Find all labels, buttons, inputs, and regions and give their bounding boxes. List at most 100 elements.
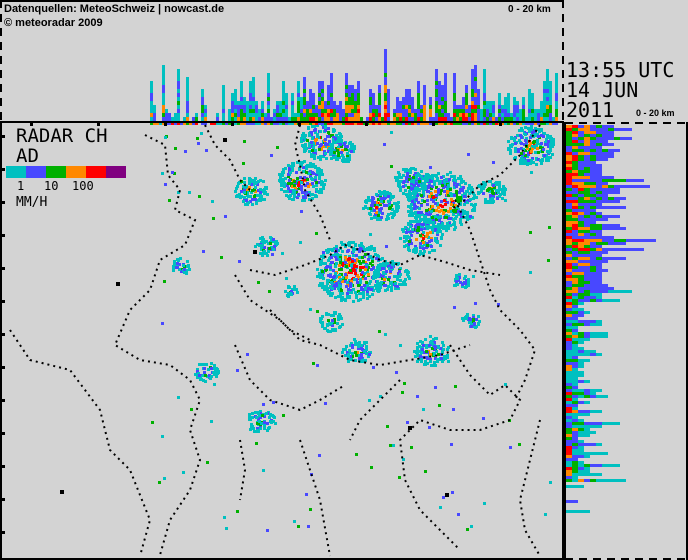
echo-pixel	[418, 215, 421, 218]
echo-pixel	[469, 198, 472, 201]
echo-pixel	[382, 192, 385, 195]
echo-pixel	[291, 117, 294, 121]
echo-pixel	[267, 101, 270, 105]
echo-pixel	[256, 243, 259, 246]
echo-pixel	[292, 182, 295, 185]
echo-pixel	[596, 425, 602, 428]
echo-pixel	[477, 113, 480, 117]
border-line	[234, 344, 346, 412]
border-line	[398, 344, 522, 551]
echo-pixel	[584, 203, 590, 206]
echo-pixel	[496, 197, 499, 200]
echo-pixel	[384, 101, 387, 105]
echo-pixel	[430, 192, 433, 195]
echo-pixel	[578, 248, 584, 251]
echo-pixel	[439, 204, 442, 207]
echo-pixel	[578, 287, 584, 290]
echo-pixel	[535, 158, 538, 161]
echo-pixel	[357, 290, 360, 293]
echo-pixel	[566, 173, 572, 176]
echo-pixel	[492, 195, 495, 198]
echo-pixel	[469, 215, 472, 218]
echo-pixel	[566, 422, 572, 425]
echo-pixel	[486, 105, 489, 109]
echo-pixel	[362, 207, 365, 210]
echo-pixel	[204, 117, 207, 121]
echo-pixel	[436, 231, 439, 234]
echo-pixel	[431, 231, 434, 234]
echo-pixel	[357, 117, 360, 121]
echo-pixel	[408, 89, 411, 93]
echo-pixel	[369, 262, 372, 265]
echo-pixel	[528, 89, 531, 93]
echo-pixel	[343, 298, 346, 301]
echo-pixel	[614, 239, 620, 242]
echo-pixel	[566, 125, 572, 128]
echo-pixel	[387, 113, 390, 117]
tick-mark	[97, 122, 100, 126]
echo-pixel	[572, 341, 578, 344]
echo-pixel	[566, 386, 572, 389]
echo-pixel	[525, 141, 528, 144]
echo-pixel	[301, 199, 304, 202]
echo-pixel	[359, 266, 362, 269]
echo-pixel	[602, 248, 608, 251]
echo-pixel	[530, 171, 533, 174]
echo-pixel	[354, 359, 357, 362]
echo-pixel	[578, 158, 584, 161]
echo-pixel	[285, 101, 288, 105]
echo-pixel	[444, 101, 447, 105]
echo-pixel	[288, 167, 291, 170]
echo-pixel	[602, 128, 608, 131]
echo-pixel	[614, 227, 620, 230]
echo-pixel	[301, 191, 304, 194]
echo-pixel	[638, 185, 644, 188]
echo-pixel	[584, 260, 590, 263]
echo-pixel	[552, 141, 555, 144]
echo-pixel	[441, 341, 444, 344]
echo-pixel	[590, 332, 596, 335]
echo-pixel	[405, 168, 408, 171]
echo-pixel	[504, 117, 507, 121]
echo-pixel	[522, 162, 525, 165]
echo-pixel	[349, 285, 352, 288]
echo-pixel	[355, 294, 358, 297]
echo-pixel	[348, 97, 351, 101]
echo-pixel	[578, 245, 584, 248]
echo-pixel	[251, 180, 254, 183]
echo-pixel	[584, 233, 590, 236]
echo-pixel	[407, 243, 410, 246]
echo-pixel	[602, 200, 608, 203]
echo-pixel	[584, 473, 590, 476]
echo-pixel	[523, 143, 526, 146]
echo-pixel	[327, 127, 330, 130]
echo-pixel	[330, 109, 333, 113]
echo-pixel	[548, 156, 551, 159]
echo-pixel	[339, 256, 342, 259]
echo-pixel	[572, 473, 578, 476]
echo-pixel	[330, 93, 333, 97]
echo-pixel	[263, 246, 266, 249]
echo-pixel	[345, 105, 348, 109]
echo-pixel	[446, 356, 449, 359]
echo-pixel	[472, 320, 475, 323]
echo-pixel	[530, 128, 533, 131]
echo-pixel	[602, 182, 608, 185]
echo-pixel	[566, 248, 572, 251]
echo-pixel	[584, 131, 590, 134]
echo-pixel	[614, 191, 620, 194]
echo-pixel	[314, 166, 317, 169]
echo-pixel	[330, 322, 333, 325]
echo-pixel	[551, 153, 554, 156]
echo-pixel	[336, 117, 339, 121]
echo-pixel	[602, 464, 608, 467]
echo-pixel	[350, 358, 353, 361]
echo-pixel	[532, 141, 535, 144]
echo-pixel	[192, 117, 195, 121]
echo-pixel	[321, 117, 324, 121]
echo-pixel	[182, 264, 185, 267]
echo-pixel	[422, 344, 425, 347]
echo-pixel	[382, 275, 385, 278]
echo-pixel	[327, 274, 330, 277]
echo-pixel	[355, 354, 358, 357]
